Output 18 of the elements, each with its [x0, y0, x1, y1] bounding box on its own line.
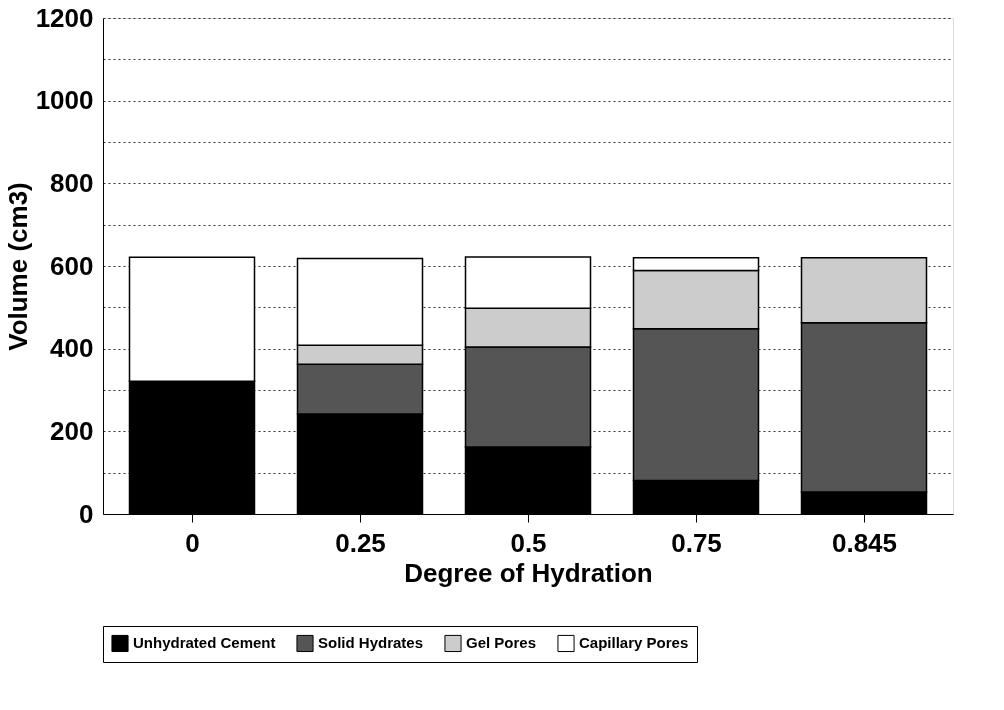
legend-label: Unhydrated Cement	[133, 634, 276, 652]
y-axis-title: Volume (cm3)	[2, 182, 33, 351]
x-axis-title: Degree of Hydration	[404, 557, 653, 588]
x-tick-label: 0.845	[831, 527, 898, 558]
y-tick-label: 200	[50, 415, 94, 446]
legend-label: Capillary Pores	[579, 634, 689, 652]
y-tick-label: 0	[79, 498, 94, 529]
x-tick-label: 0.25	[335, 527, 386, 558]
y-tick-label: 400	[50, 333, 94, 364]
y-tick-label: 1200	[35, 2, 94, 33]
legend-label: Gel Pores	[466, 634, 537, 652]
legend-label: Solid Hydrates	[318, 634, 424, 652]
y-tick-label: 1000	[35, 85, 94, 116]
y-tick-label: 800	[50, 167, 94, 198]
y-tick-label: 600	[50, 250, 94, 281]
x-tick-label: 0.75	[671, 527, 722, 558]
x-tick-label: 0	[185, 527, 200, 558]
x-tick-label: 0.5	[510, 527, 547, 558]
